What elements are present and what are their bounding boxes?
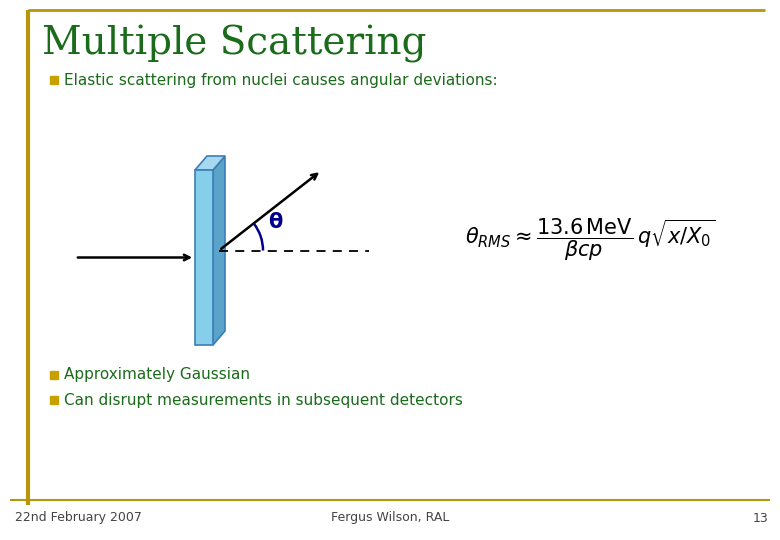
Bar <box>50 396 58 404</box>
Polygon shape <box>213 156 225 345</box>
Text: 22nd February 2007: 22nd February 2007 <box>15 511 142 524</box>
Text: $\mathbf{\theta}$: $\mathbf{\theta}$ <box>268 212 284 232</box>
Text: Elastic scattering from nuclei causes angular deviations:: Elastic scattering from nuclei causes an… <box>64 72 498 87</box>
Bar <box>50 371 58 379</box>
Polygon shape <box>195 170 213 345</box>
Text: Multiple Scattering: Multiple Scattering <box>42 25 427 63</box>
Text: Can disrupt measurements in subsequent detectors: Can disrupt measurements in subsequent d… <box>64 393 463 408</box>
Text: Fergus Wilson, RAL: Fergus Wilson, RAL <box>331 511 449 524</box>
Bar <box>50 76 58 84</box>
Text: 13: 13 <box>752 511 768 524</box>
Text: $\theta_{RMS} \approx \dfrac{13.6\,\mathrm{MeV}}{\beta cp}\, q\sqrt{x/X_0}$: $\theta_{RMS} \approx \dfrac{13.6\,\math… <box>465 217 715 264</box>
Polygon shape <box>195 156 225 170</box>
Text: Approximately Gaussian: Approximately Gaussian <box>64 368 250 382</box>
